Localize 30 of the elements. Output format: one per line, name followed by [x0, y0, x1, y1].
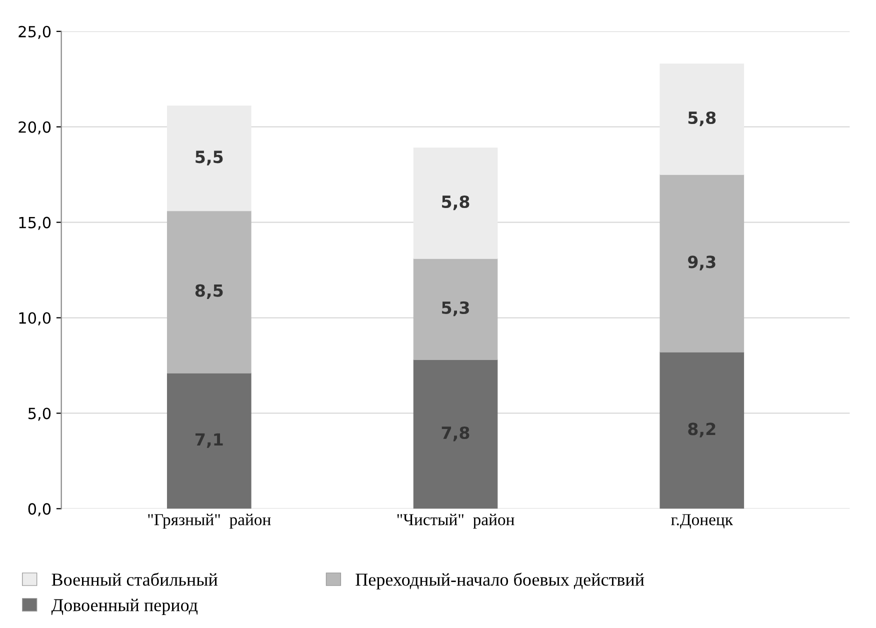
data-label: 5,8	[688, 111, 716, 126]
bar	[413, 148, 498, 259]
y-tick-label: 20,0	[18, 121, 51, 134]
data-label: 7,1	[196, 433, 223, 448]
data-label: 7,8	[442, 426, 470, 442]
y-tick-label: 5,0	[28, 408, 51, 421]
legend-label: Переходный-начало боевых действий	[356, 572, 644, 590]
data-label: 8,2	[688, 422, 716, 438]
y-tick-label: 10,0	[19, 312, 51, 326]
bar	[660, 174, 744, 352]
x-tick-label: г.Донецк	[671, 514, 733, 529]
x-tick-label: "Чистый" район	[397, 514, 514, 529]
legend-label: Военный стабильный	[52, 572, 218, 586]
bar	[660, 352, 744, 509]
bar	[166, 106, 252, 212]
y-tick-label: 15,0	[19, 216, 51, 230]
x-tick-label: "Грязный" район	[148, 514, 271, 529]
bar	[166, 372, 252, 509]
data-label: 5,8	[442, 195, 470, 210]
legend-label: Довоенный период	[51, 598, 198, 615]
bar	[413, 359, 498, 509]
bar	[660, 64, 744, 175]
data-label: 5,3	[442, 301, 469, 316]
y-tick-label: 0,0	[28, 503, 51, 516]
bar	[166, 210, 252, 374]
bar	[413, 258, 498, 360]
data-label: 9,3	[688, 256, 716, 270]
data-label: 5,5	[196, 150, 223, 166]
y-tick-label: 25,0	[18, 26, 51, 39]
data-label: 8,5	[195, 284, 223, 299]
